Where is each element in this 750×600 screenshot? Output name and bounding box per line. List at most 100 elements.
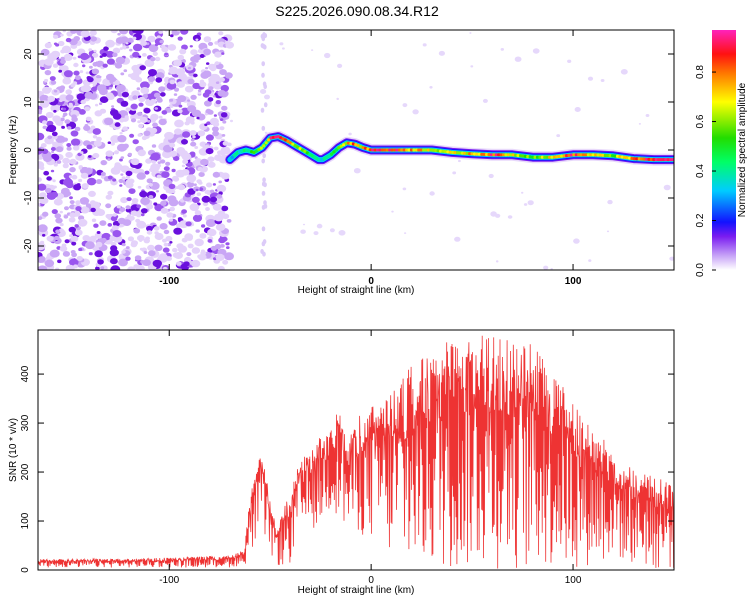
noise-blob	[494, 213, 501, 218]
noise-blob	[151, 144, 157, 148]
noise-blob	[127, 152, 132, 157]
noise-blob	[130, 118, 137, 123]
noise-blob	[279, 42, 284, 46]
noise-blob	[119, 30, 129, 35]
noise-blob	[606, 230, 610, 233]
noise-blob	[160, 193, 168, 200]
ridge-point	[625, 156, 629, 160]
noise-blob	[207, 156, 215, 162]
x-tick-label: 0	[368, 276, 374, 287]
ridge-point	[608, 154, 612, 158]
noise-blob	[40, 143, 47, 148]
noise-blob	[181, 209, 188, 214]
noise-blob	[79, 197, 90, 205]
noise-blob	[178, 104, 183, 108]
noise-blob	[135, 218, 141, 223]
noise-blob	[217, 90, 227, 97]
noise-blob	[205, 67, 209, 70]
noise-blob	[104, 117, 114, 126]
ridge-point	[247, 149, 251, 153]
noise-blob	[75, 206, 82, 212]
noise-blob	[220, 112, 228, 118]
noise-blob	[176, 223, 182, 228]
noise-blob	[226, 219, 232, 223]
noise-blob	[59, 223, 64, 227]
noise-blob	[209, 196, 218, 203]
noise-blob	[85, 203, 91, 208]
noise-blob	[210, 73, 221, 82]
ridge-point	[550, 155, 554, 159]
noise-blob	[190, 94, 197, 100]
noise-blob	[88, 155, 92, 158]
spectrogram-plot-area	[38, 30, 674, 270]
ridge-point	[574, 153, 578, 157]
noise-region	[38, 30, 674, 270]
noise-blob	[100, 266, 105, 270]
noise-blob	[84, 106, 91, 112]
noise-blob	[222, 120, 227, 124]
noise-blob	[153, 226, 160, 231]
ridge-point	[395, 148, 399, 152]
ridge-point	[288, 141, 292, 145]
noise-blob	[145, 158, 152, 164]
ridge-point	[339, 144, 343, 148]
ridge-point	[279, 136, 283, 140]
ridge-point	[492, 153, 496, 157]
noise-blob	[110, 241, 117, 247]
noise-blob	[532, 48, 540, 54]
noise-blob	[147, 244, 155, 251]
noise-blob	[81, 183, 89, 189]
ridge-point	[245, 148, 249, 152]
noise-blob	[105, 50, 115, 58]
noise-blob	[44, 78, 49, 83]
colorbar-label: Normalized spectral amplitude	[737, 82, 748, 217]
ridge-point	[509, 153, 513, 157]
noise-blob	[195, 188, 199, 192]
ridge-point	[480, 152, 484, 156]
noise-blob	[218, 191, 223, 195]
ridge-point	[286, 139, 290, 143]
noise-blob	[187, 105, 197, 113]
y-tick-label: 10	[23, 96, 34, 108]
noise-blob	[151, 159, 157, 164]
noise-blob	[55, 146, 64, 153]
noise-blob	[95, 266, 100, 270]
noise-blob	[130, 210, 138, 216]
noise-blob	[262, 239, 267, 245]
ridge-point	[635, 157, 639, 161]
noise-blob	[129, 133, 135, 138]
noise-blob	[105, 214, 111, 219]
ridge-point	[334, 148, 338, 152]
noise-blob	[114, 122, 121, 127]
noise-blob	[88, 190, 96, 197]
noise-blob	[169, 241, 173, 244]
noise-blob	[197, 166, 203, 172]
noise-blob	[402, 187, 407, 191]
ridge-point	[620, 155, 624, 159]
noise-blob	[261, 226, 266, 232]
noise-blob	[125, 208, 132, 213]
ridge-point	[523, 154, 528, 158]
noise-blob	[43, 170, 50, 176]
noise-blob	[262, 177, 266, 183]
noise-blob	[100, 237, 107, 243]
noise-blob	[171, 190, 176, 194]
snr-plot-area	[38, 335, 674, 569]
noise-blob	[123, 69, 128, 73]
noise-blob	[470, 65, 474, 68]
y-tick-label: 200	[20, 463, 31, 480]
noise-blob	[215, 223, 226, 231]
noise-blob	[132, 36, 137, 40]
noise-blob	[38, 183, 47, 191]
noise-blob	[178, 73, 187, 79]
noise-blob	[587, 76, 594, 81]
noise-blob	[300, 229, 306, 234]
noise-blob	[69, 167, 76, 173]
noise-blob	[131, 90, 141, 98]
noise-blob	[203, 36, 212, 43]
noise-blob	[91, 86, 97, 92]
noise-blob	[136, 213, 142, 218]
noise-blob	[574, 107, 581, 112]
noise-blob	[63, 190, 70, 195]
